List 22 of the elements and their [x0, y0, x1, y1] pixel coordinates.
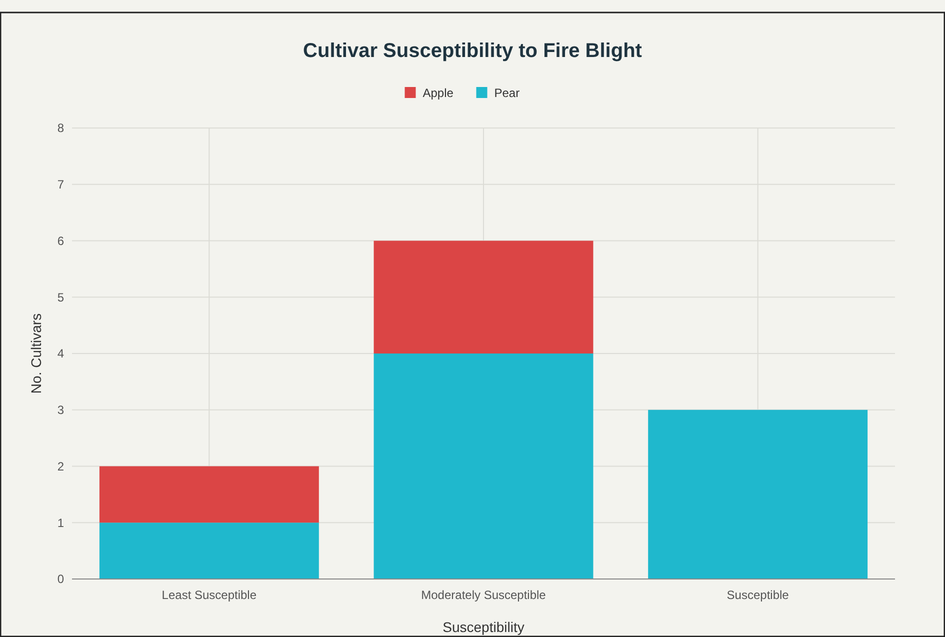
y-tick-label: 5: [57, 290, 64, 304]
y-tick-label: 1: [57, 516, 64, 530]
x-tick-label: Moderately Susceptible: [421, 588, 546, 602]
bar: [99, 466, 319, 523]
y-tick-label: 6: [57, 234, 64, 248]
legend-label: Pear: [494, 86, 520, 100]
y-tick-label: 3: [57, 403, 64, 418]
x-tick-label: Susceptible: [726, 588, 790, 602]
bar: [374, 240, 594, 354]
y-tick-label: 7: [57, 178, 64, 192]
y-tick-label: 4: [57, 346, 64, 361]
y-tick-label: 2: [57, 459, 64, 474]
x-axis-title: Susceptibility: [442, 619, 524, 635]
chart-title: Cultivar Susceptibility to Fire Blight: [303, 40, 642, 62]
y-tick-label: 0: [57, 572, 64, 586]
legend-label: Apple: [422, 86, 454, 100]
bar: [99, 522, 319, 579]
y-axis-title: No. Cultivars: [28, 313, 44, 394]
bar: [648, 410, 868, 579]
bar: [374, 354, 594, 579]
x-tick-label: Least Susceptible: [162, 588, 257, 602]
y-tick-label: 8: [57, 121, 64, 136]
